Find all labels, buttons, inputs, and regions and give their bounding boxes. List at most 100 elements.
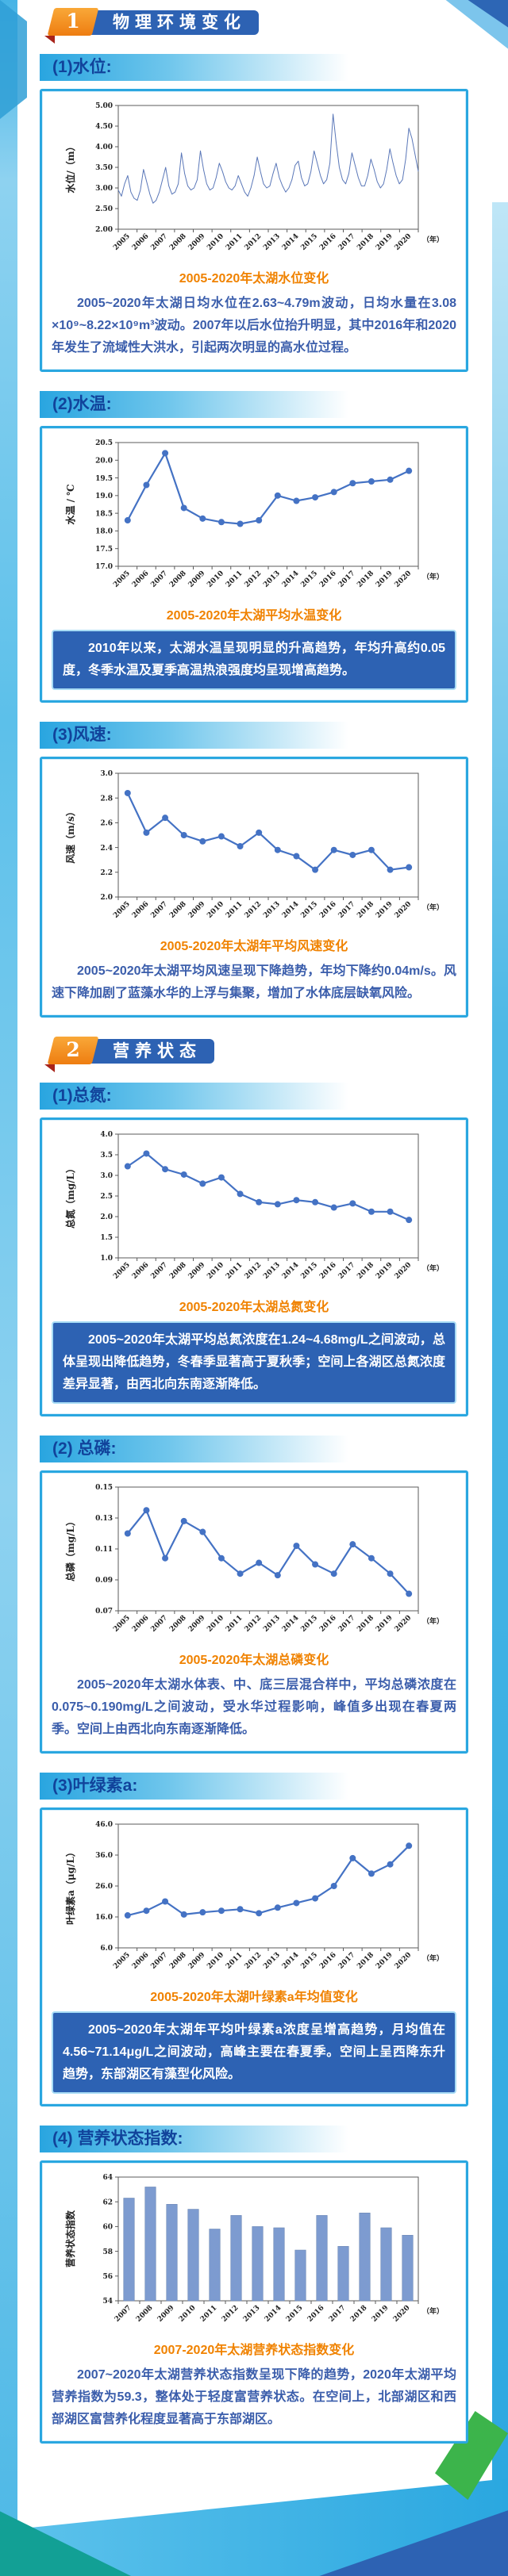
svg-text:2005: 2005 bbox=[112, 232, 132, 252]
svg-text:2009: 2009 bbox=[187, 1614, 207, 1634]
svg-text:0.15: 0.15 bbox=[95, 1484, 113, 1492]
svg-text:2010: 2010 bbox=[206, 1951, 225, 1971]
svg-text:水位/（m）: 水位/（m） bbox=[64, 141, 76, 193]
svg-text:36.0: 36.0 bbox=[95, 1852, 113, 1860]
subheading-wind-speed: (3)风速: bbox=[40, 722, 468, 749]
svg-text:58: 58 bbox=[102, 2248, 113, 2256]
svg-text:2009: 2009 bbox=[187, 1951, 207, 1971]
svg-text:2.8: 2.8 bbox=[100, 795, 113, 803]
svg-text:2016: 2016 bbox=[318, 900, 338, 920]
svg-text:16.0: 16.0 bbox=[95, 1914, 113, 1922]
trophic-state-index-text: 2007~2020年太湖营养状态指数呈现下降的趋势，2020年太湖平均营养指数为… bbox=[52, 2368, 456, 2426]
svg-text:2018: 2018 bbox=[349, 2304, 369, 2324]
svg-text:2018: 2018 bbox=[356, 232, 375, 252]
svg-text:2011: 2011 bbox=[225, 1614, 244, 1634]
wind-speed-card: 2.0 2.2 2.4 2.6 2.8 3.0 2005 2006 2007 2008 2009 20… bbox=[40, 757, 468, 1018]
chlorophyll-a-chart: 6.0 16.0 26.0 36.0 46.0 2005 2006 2007 2008 2009 2… bbox=[52, 1816, 456, 1984]
svg-text:（年）: （年） bbox=[422, 903, 444, 912]
svg-text:2011: 2011 bbox=[225, 1951, 244, 1971]
svg-text:2020: 2020 bbox=[394, 1261, 414, 1281]
svg-text:0.09: 0.09 bbox=[95, 1577, 113, 1585]
svg-text:2013: 2013 bbox=[242, 2304, 262, 2324]
svg-text:（年）: （年） bbox=[422, 1953, 444, 1963]
svg-text:2011: 2011 bbox=[225, 900, 244, 920]
svg-text:2012: 2012 bbox=[244, 1261, 264, 1281]
wind-speed-caption: 2005-2020年太湖年平均风速变化 bbox=[160, 940, 348, 953]
svg-text:20.0: 20.0 bbox=[95, 457, 113, 465]
subheading-total-nitrogen: (1)总氮: bbox=[40, 1083, 468, 1110]
svg-text:2020: 2020 bbox=[394, 1951, 414, 1971]
svg-text:2007: 2007 bbox=[149, 1614, 169, 1634]
svg-text:（年）: （年） bbox=[422, 572, 444, 581]
svg-text:2.0: 2.0 bbox=[100, 1213, 113, 1221]
block-wind-speed: (3)风速: 2.0 2.2 2.4 2.6 2.8 3.0 2005 2006 2007 200… bbox=[40, 722, 468, 1018]
svg-text:2013: 2013 bbox=[262, 900, 282, 920]
svg-text:2010: 2010 bbox=[206, 232, 225, 252]
block-water-level: (1)水位: 2.00 2.50 3.00 3.50 4.00 4.50 5.00 2005 2… bbox=[40, 54, 468, 372]
svg-text:2014: 2014 bbox=[264, 2304, 283, 2324]
block-total-phosphorus: (2) 总磷: 0.07 0.09 0.11 0.13 0.15 2005 2006 2007… bbox=[40, 1436, 468, 1754]
svg-text:2009: 2009 bbox=[187, 900, 207, 920]
svg-text:2010: 2010 bbox=[178, 2304, 198, 2324]
total-nitrogen-chart: 1.0 1.5 2.0 2.5 3.0 3.5 4.0 2005 2006 2007 2008 200… bbox=[52, 1126, 456, 1294]
water-temperature-caption: 2005-2020年太湖平均水温变化 bbox=[166, 609, 342, 623]
svg-text:2009: 2009 bbox=[156, 2304, 176, 2324]
trophic-state-index-card: 54 56 58 60 62 64 2007 2008 2009 2010 2011 2012 2013… bbox=[40, 2160, 468, 2444]
block-water-temperature: (2)水温: 17.0 17.5 18.0 18.5 19.0 19.5 20.0 20.5 2… bbox=[40, 391, 468, 703]
svg-text:风速（m/s）: 风速（m/s） bbox=[64, 807, 76, 864]
svg-text:2019: 2019 bbox=[375, 232, 394, 252]
svg-text:26.0: 26.0 bbox=[95, 1883, 113, 1891]
subheading-water-temperature: (2)水温: bbox=[40, 391, 468, 418]
header-fold-decoration bbox=[44, 36, 55, 44]
svg-text:2011: 2011 bbox=[225, 232, 244, 252]
svg-text:2012: 2012 bbox=[244, 569, 264, 589]
svg-text:2006: 2006 bbox=[131, 1261, 151, 1281]
block-trophic-state-index: (4) 营养状态指数: 54 56 58 60 62 64 2007 2008 2009 2010… bbox=[40, 2126, 468, 2444]
subheading-chlorophyll-a: (3)叶绿素a: bbox=[40, 1773, 468, 1800]
svg-text:0.13: 0.13 bbox=[95, 1515, 113, 1523]
total-phosphorus-text: 2005~2020年太湖水体表、中、底三层混合样中，平均总磷浓度在0.075~0… bbox=[52, 1678, 456, 1736]
svg-text:2015: 2015 bbox=[299, 900, 319, 920]
svg-text:2020: 2020 bbox=[394, 1614, 414, 1634]
svg-text:56: 56 bbox=[102, 2273, 113, 2281]
svg-text:总氮（mg/L）: 总氮（mg/L） bbox=[64, 1163, 76, 1229]
water-temperature-card: 17.0 17.5 18.0 18.5 19.0 19.5 20.0 20.5 2005 2006… bbox=[40, 426, 468, 703]
section-number-badge: 1 bbox=[47, 8, 99, 36]
svg-text:19.5: 19.5 bbox=[95, 475, 113, 483]
svg-text:2015: 2015 bbox=[299, 232, 319, 252]
svg-text:5.00: 5.00 bbox=[95, 102, 113, 110]
svg-text:54: 54 bbox=[102, 2298, 113, 2306]
svg-text:60: 60 bbox=[102, 2224, 113, 2232]
svg-text:2005: 2005 bbox=[112, 1261, 132, 1281]
svg-text:2005: 2005 bbox=[112, 1614, 132, 1634]
total-phosphorus-chart: 0.07 0.09 0.11 0.13 0.15 2005 2006 2007 2008 2009… bbox=[52, 1479, 456, 1647]
svg-text:2009: 2009 bbox=[187, 232, 207, 252]
svg-text:2019: 2019 bbox=[375, 569, 394, 589]
svg-text:2014: 2014 bbox=[281, 232, 301, 252]
svg-text:2019: 2019 bbox=[371, 2304, 391, 2324]
svg-text:2006: 2006 bbox=[131, 1951, 151, 1971]
svg-text:3.0: 3.0 bbox=[100, 770, 113, 778]
block-total-nitrogen: (1)总氮: 1.0 1.5 2.0 2.5 3.0 3.5 4.0 2005 2006 2007… bbox=[40, 1083, 468, 1416]
svg-text:2.5: 2.5 bbox=[100, 1193, 113, 1201]
svg-text:2012: 2012 bbox=[244, 1951, 264, 1971]
svg-text:2006: 2006 bbox=[131, 900, 151, 920]
svg-text:3.50: 3.50 bbox=[95, 164, 113, 172]
total-phosphorus-caption: 2005-2020年太湖总磷变化 bbox=[179, 1654, 329, 1667]
svg-text:2011: 2011 bbox=[225, 569, 244, 589]
svg-text:营养状态指数: 营养状态指数 bbox=[64, 2210, 76, 2267]
svg-text:19.0: 19.0 bbox=[95, 493, 113, 500]
total-nitrogen-card: 1.0 1.5 2.0 2.5 3.0 3.5 4.0 2005 2006 2007 2008 200… bbox=[40, 1117, 468, 1416]
svg-text:2015: 2015 bbox=[299, 569, 319, 589]
svg-text:2005: 2005 bbox=[112, 900, 132, 920]
svg-text:2020: 2020 bbox=[394, 569, 414, 589]
header-fold-decoration bbox=[44, 1064, 55, 1072]
svg-text:6.0: 6.0 bbox=[100, 1945, 113, 1953]
svg-text:2013: 2013 bbox=[262, 569, 282, 589]
svg-text:2013: 2013 bbox=[262, 1614, 282, 1634]
svg-text:2005: 2005 bbox=[112, 569, 132, 589]
svg-text:2014: 2014 bbox=[281, 1951, 301, 1971]
svg-text:62: 62 bbox=[102, 2198, 113, 2206]
svg-text:2.6: 2.6 bbox=[100, 820, 113, 828]
svg-text:2015: 2015 bbox=[299, 1614, 319, 1634]
